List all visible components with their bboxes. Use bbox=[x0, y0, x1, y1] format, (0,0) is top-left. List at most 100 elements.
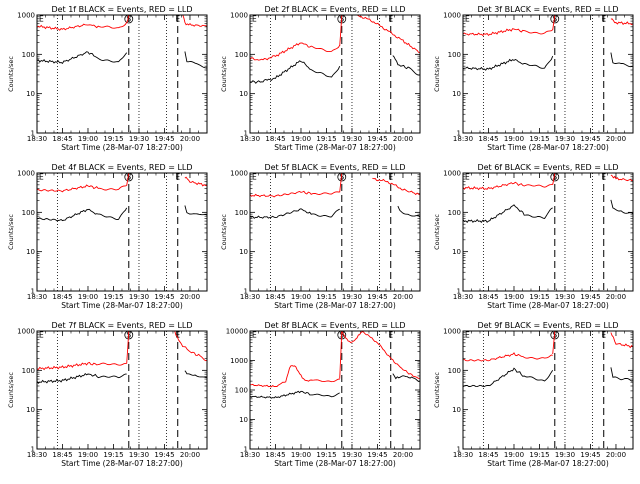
lld-series-line bbox=[552, 330, 556, 355]
marker-label: S bbox=[126, 15, 131, 24]
x-tick-label: 20:00 bbox=[393, 451, 413, 459]
x-tick-label: 19:00 bbox=[291, 451, 311, 459]
x-tick-label: 18:45 bbox=[478, 451, 498, 459]
y-tick-label: 10 bbox=[239, 416, 248, 424]
x-tick-label: 19:30 bbox=[342, 135, 362, 143]
x-tick-label: 18:30 bbox=[453, 293, 473, 301]
marker-label: S bbox=[552, 173, 557, 182]
y-axis-label: Counts/sec bbox=[220, 372, 228, 408]
x-tick-label: 18:45 bbox=[265, 451, 285, 459]
y-tick-label: 100 bbox=[22, 209, 35, 217]
marker-label: E bbox=[39, 15, 44, 24]
x-tick-label: 18:45 bbox=[265, 135, 285, 143]
lld-series-line bbox=[341, 330, 421, 379]
y-tick-label: 1000 bbox=[443, 170, 461, 178]
lld-series-line bbox=[339, 14, 343, 47]
lld-series-line bbox=[126, 172, 130, 186]
lld-series-line bbox=[36, 22, 128, 31]
marker-label: E bbox=[252, 15, 257, 24]
x-axis-label: Start Time (28-Mar-07 18:27:00) bbox=[274, 143, 396, 152]
x-tick-label: 19:15 bbox=[103, 451, 123, 459]
x-tick-label: 19:45 bbox=[580, 451, 600, 459]
marker-label: E bbox=[388, 331, 393, 340]
x-axis-label: Start Time (28-Mar-07 18:27:00) bbox=[61, 301, 183, 310]
x-tick-label: 20:00 bbox=[606, 135, 626, 143]
x-axis-label: Start Time (28-Mar-07 18:27:00) bbox=[487, 301, 609, 310]
marker-label: E bbox=[601, 15, 606, 24]
x-tick-label: 18:45 bbox=[478, 293, 498, 301]
plot-frame bbox=[462, 14, 634, 134]
x-tick-label: 18:30 bbox=[27, 451, 47, 459]
x-tick-label: 19:00 bbox=[78, 135, 98, 143]
panel-8: Det 8f BLACK = Events, RED = LLD Counts/s… bbox=[220, 321, 421, 468]
events-series-line bbox=[610, 367, 634, 382]
marker-label: S bbox=[339, 173, 344, 182]
x-tick-label: 18:30 bbox=[453, 135, 473, 143]
panel-7: Det 7f BLACK = Events, RED = LLD Counts/s… bbox=[7, 321, 208, 468]
y-tick-label: 10000 bbox=[226, 328, 248, 336]
panel-4: Det 4f BLACK = Events, RED = LLD Counts/s… bbox=[7, 163, 208, 310]
x-tick-label: 18:30 bbox=[240, 451, 260, 459]
x-axis-label: Start Time (28-Mar-07 18:27:00) bbox=[274, 301, 396, 310]
x-tick-label: 19:45 bbox=[367, 451, 387, 459]
marker-label: E bbox=[175, 173, 180, 182]
x-axis-label: Start Time (28-Mar-07 18:27:00) bbox=[487, 459, 609, 468]
y-tick-label: 100 bbox=[448, 51, 461, 59]
marker-label: E bbox=[388, 15, 393, 24]
lld-series-line bbox=[356, 14, 421, 54]
lld-series-line bbox=[339, 330, 343, 379]
lld-series-line bbox=[462, 352, 553, 362]
x-tick-label: 19:45 bbox=[580, 135, 600, 143]
lld-series-line bbox=[610, 332, 634, 349]
x-tick-label: 19:00 bbox=[78, 451, 98, 459]
x-tick-label: 18:45 bbox=[52, 451, 72, 459]
marker-label: E bbox=[601, 331, 606, 340]
y-tick-label: 100 bbox=[235, 209, 248, 217]
x-tick-label: 18:30 bbox=[27, 135, 47, 143]
panel-9: Det 9f BLACK = Events, RED = LLD Counts/s… bbox=[433, 321, 634, 468]
x-axis-label: Start Time (28-Mar-07 18:27:00) bbox=[61, 459, 183, 468]
lld-series-line bbox=[372, 177, 421, 196]
x-tick-label: 18:30 bbox=[240, 293, 260, 301]
lld-series-line bbox=[249, 42, 341, 61]
events-series-line bbox=[610, 52, 634, 68]
x-tick-label: 19:15 bbox=[316, 451, 336, 459]
x-tick-label: 19:30 bbox=[129, 451, 149, 459]
events-series-line bbox=[397, 205, 421, 218]
x-tick-label: 19:00 bbox=[78, 293, 98, 301]
panel-title: Det 2f BLACK = Events, RED = LLD bbox=[264, 5, 405, 14]
y-axis-label: Counts/sec bbox=[220, 56, 228, 92]
marker-label: E bbox=[465, 15, 470, 24]
lld-series-line bbox=[36, 361, 127, 371]
plot-frame bbox=[36, 14, 208, 134]
x-tick-label: 19:30 bbox=[555, 451, 575, 459]
marker-label: S bbox=[126, 173, 131, 182]
events-series-line bbox=[610, 199, 634, 215]
x-tick-label: 20:00 bbox=[180, 451, 200, 459]
marker-label: E bbox=[39, 173, 44, 182]
marker-label: S bbox=[552, 15, 557, 24]
y-tick-label: 100 bbox=[235, 387, 248, 395]
lld-series-line bbox=[462, 28, 553, 37]
y-tick-label: 10 bbox=[26, 248, 35, 256]
y-tick-label: 1000 bbox=[230, 357, 248, 365]
panel-title: Det 6f BLACK = Events, RED = LLD bbox=[477, 163, 618, 172]
y-axis-label: Counts/sec bbox=[433, 56, 441, 92]
x-tick-label: 19:00 bbox=[504, 293, 524, 301]
y-tick-label: 1 bbox=[31, 130, 35, 138]
x-tick-label: 18:45 bbox=[52, 293, 72, 301]
y-tick-label: 1000 bbox=[17, 328, 35, 336]
panel-title: Det 3f BLACK = Events, RED = LLD bbox=[477, 5, 618, 14]
lld-series-line bbox=[126, 14, 130, 24]
panel-title: Det 9f BLACK = Events, RED = LLD bbox=[477, 321, 618, 330]
x-tick-label: 19:45 bbox=[580, 293, 600, 301]
x-tick-label: 18:45 bbox=[265, 293, 285, 301]
y-axis-label: Counts/sec bbox=[7, 372, 15, 408]
plot-frame bbox=[462, 330, 634, 450]
y-axis-label: Counts/sec bbox=[7, 56, 15, 92]
panel-6: Det 6f BLACK = Events, RED = LLD Counts/s… bbox=[433, 163, 634, 310]
x-tick-label: 19:00 bbox=[291, 135, 311, 143]
events-series-line bbox=[36, 372, 127, 384]
panel-title: Det 4f BLACK = Events, RED = LLD bbox=[51, 163, 192, 172]
